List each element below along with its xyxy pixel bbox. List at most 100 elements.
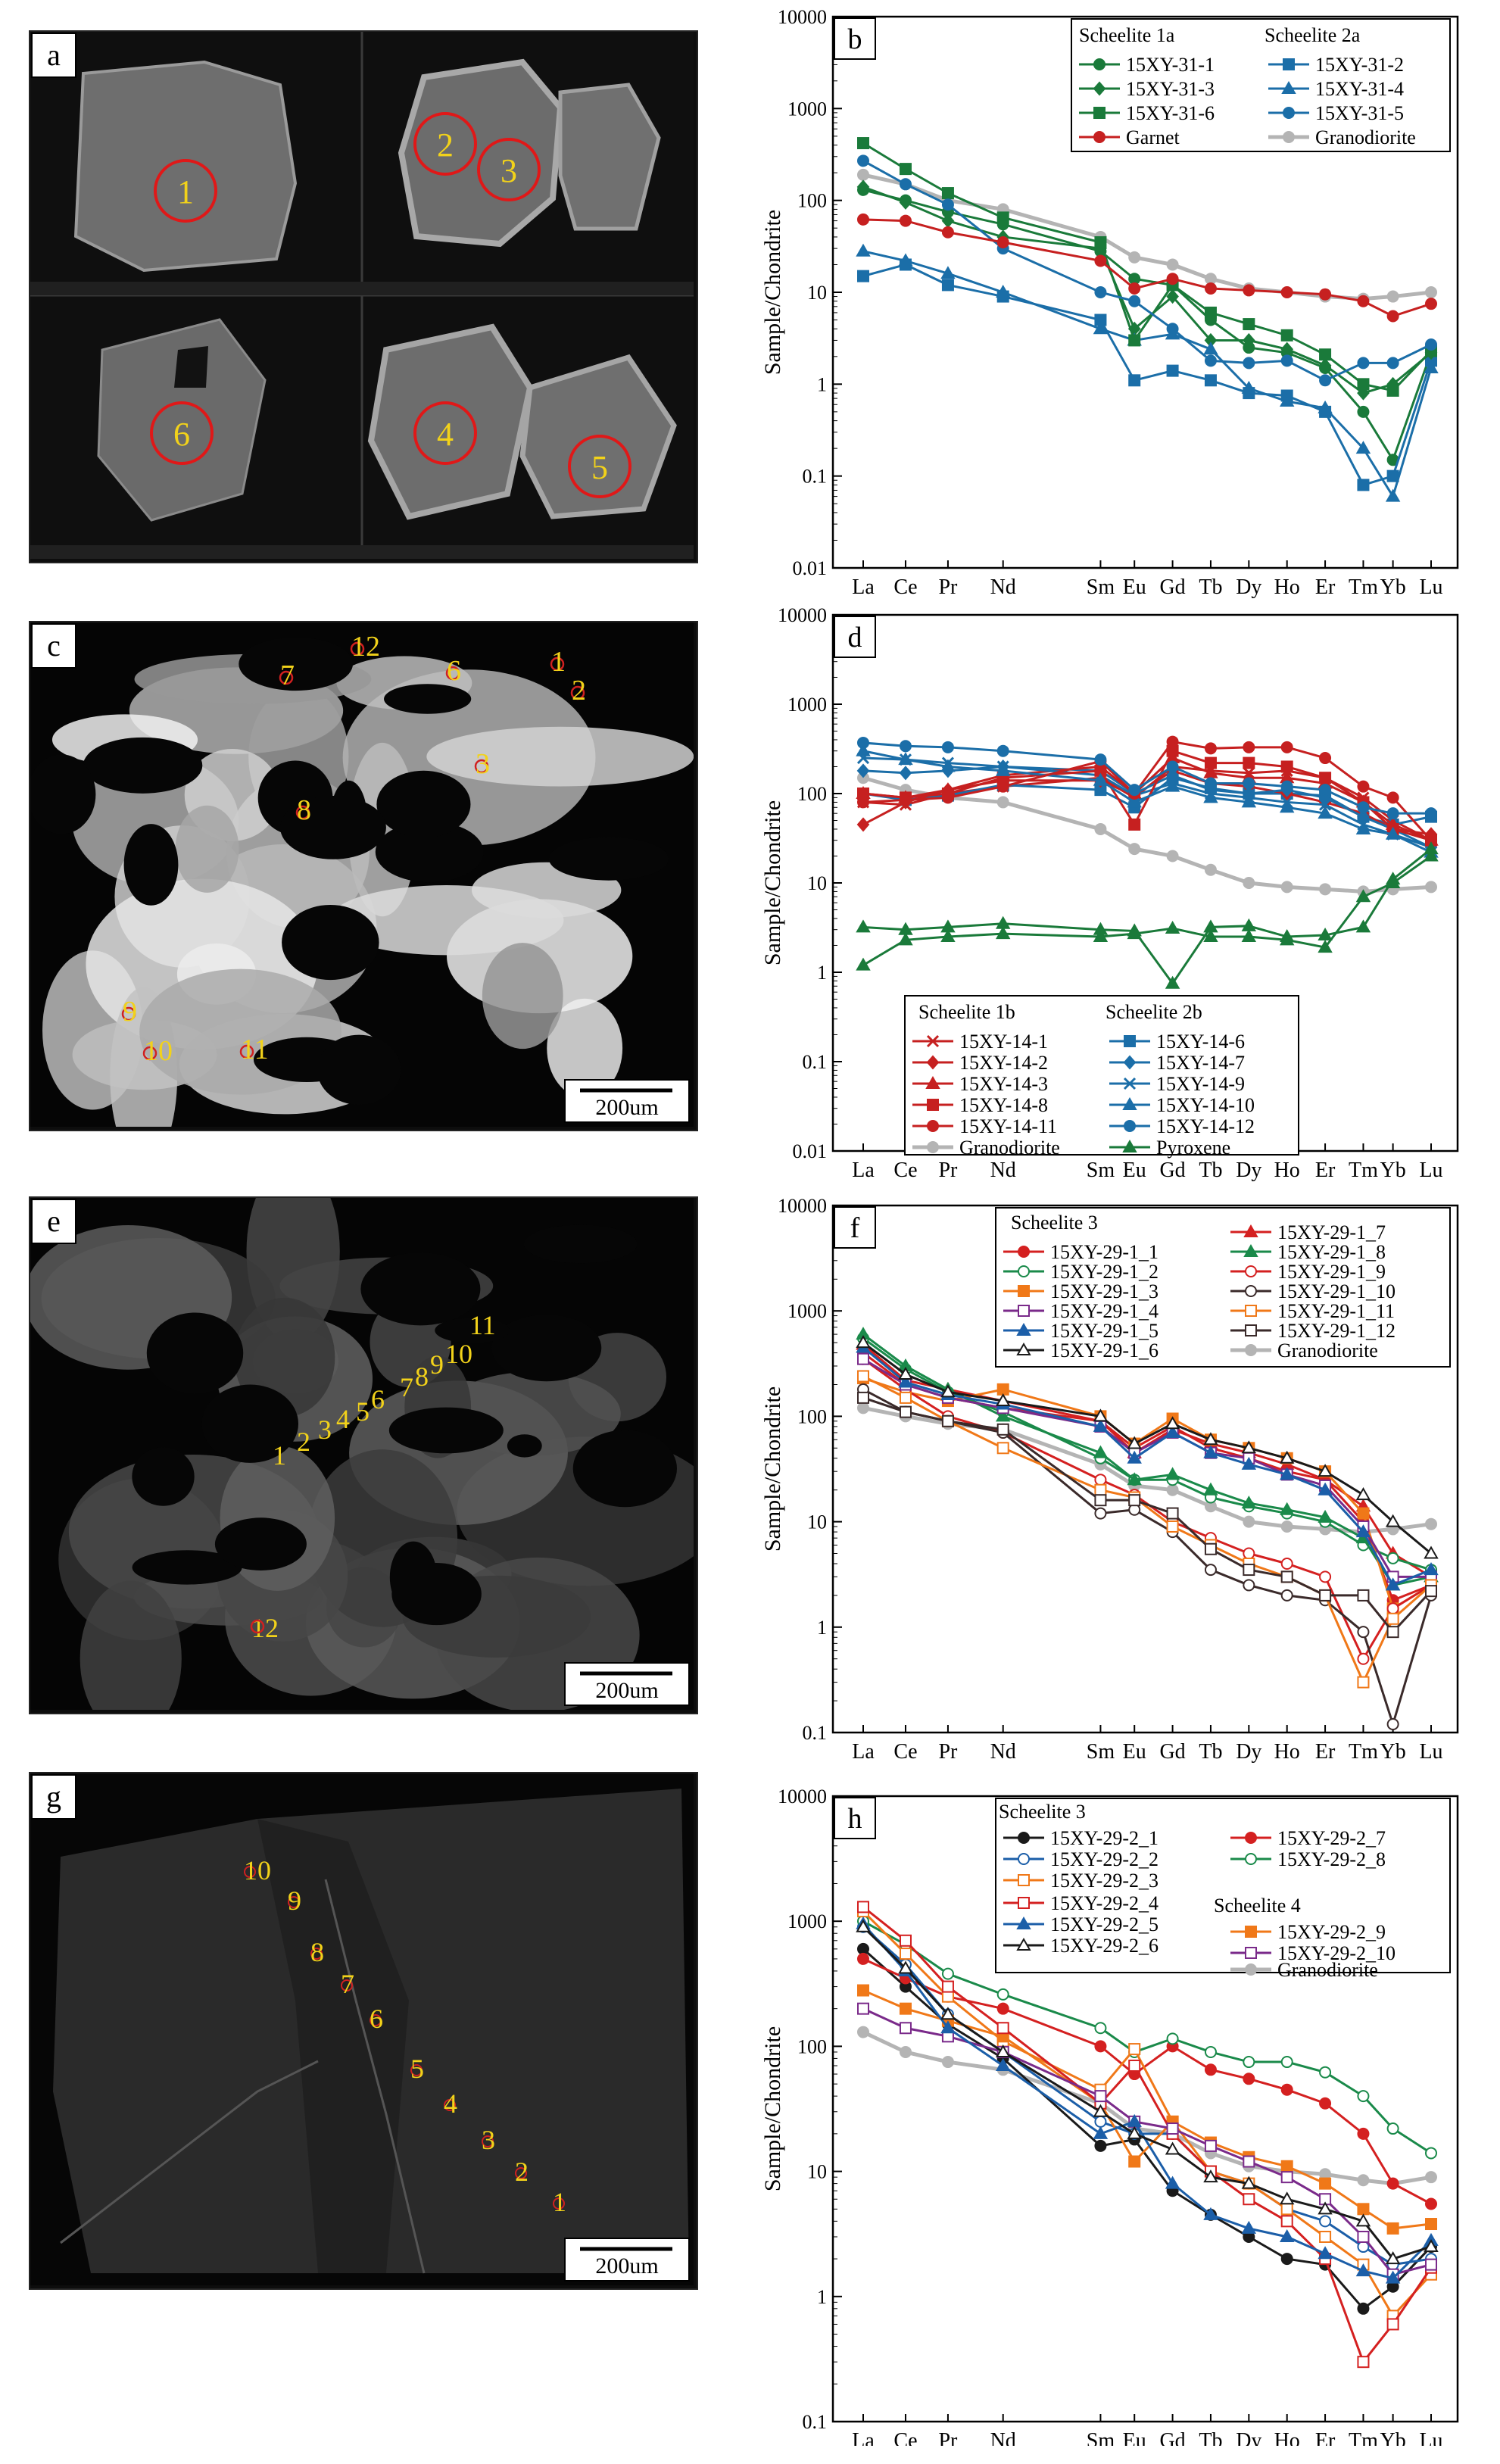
data-point bbox=[856, 763, 870, 778]
data-point-stroke bbox=[1319, 798, 1332, 811]
x-tick-label: La bbox=[852, 1740, 875, 1764]
data-point bbox=[1319, 752, 1332, 765]
scale-bar-box bbox=[564, 1662, 690, 1706]
data-point bbox=[1386, 290, 1399, 303]
spot-label: 5 bbox=[410, 2054, 424, 2084]
series-line bbox=[862, 1910, 1433, 2318]
data-point bbox=[1127, 926, 1142, 940]
data-point bbox=[1018, 1285, 1030, 1297]
plot-area-frame bbox=[831, 1204, 1459, 1734]
data-point bbox=[995, 284, 1011, 298]
data-point bbox=[857, 796, 869, 809]
dark-void bbox=[375, 821, 484, 883]
panel-letter: b bbox=[848, 23, 862, 55]
series-15xy-29-1-2 bbox=[857, 1332, 1437, 1577]
data-point bbox=[1355, 2263, 1371, 2277]
x-tick-label: Yb bbox=[1380, 575, 1406, 598]
data-point bbox=[927, 1120, 939, 1132]
data-point bbox=[1386, 1602, 1399, 1615]
data-point bbox=[898, 932, 913, 946]
spot-label: 11 bbox=[469, 1310, 496, 1340]
data-point bbox=[1166, 850, 1179, 862]
data-point bbox=[1094, 2022, 1107, 2035]
x-tick-label: Eu bbox=[1123, 1159, 1146, 1182]
legend-label: Garnet bbox=[1126, 126, 1180, 148]
data-point bbox=[1093, 81, 1106, 96]
data-point bbox=[1166, 258, 1179, 271]
data-point bbox=[941, 226, 954, 239]
data-point bbox=[899, 766, 912, 781]
data-point bbox=[941, 187, 954, 200]
legend-label: Granodiorite bbox=[1277, 1959, 1378, 1981]
data-point bbox=[1241, 1496, 1257, 1509]
analysis-spot-marker bbox=[142, 1046, 157, 1061]
spot-label: 6 bbox=[447, 655, 461, 687]
data-point bbox=[1122, 1139, 1137, 1152]
data-point bbox=[1094, 2090, 1107, 2103]
sem-info-bar bbox=[30, 282, 694, 295]
data-point bbox=[1243, 1224, 1258, 1237]
data-point bbox=[941, 791, 954, 804]
data-point bbox=[1243, 1564, 1255, 1577]
y-tick-label: 10000 bbox=[778, 1195, 827, 1217]
x-tick-label: Ho bbox=[1274, 575, 1300, 598]
data-point bbox=[927, 1141, 939, 1153]
data-point bbox=[1425, 2258, 1437, 2271]
legend-group-header: Scheelite 1b bbox=[918, 1001, 1015, 1023]
data-point bbox=[1093, 321, 1109, 335]
dark-void bbox=[201, 1384, 299, 1463]
data-point bbox=[1241, 2220, 1257, 2234]
analysis-spot-marker bbox=[445, 666, 460, 681]
data-point bbox=[1280, 1570, 1293, 1583]
data-point bbox=[927, 1099, 939, 1111]
data-point bbox=[941, 2056, 954, 2069]
data-point bbox=[996, 235, 1009, 248]
data-point bbox=[856, 743, 871, 756]
series-line bbox=[862, 186, 1432, 395]
y-tick-label: 10000 bbox=[778, 6, 827, 28]
dark-void bbox=[280, 796, 386, 859]
y-tick-label: 1000 bbox=[787, 694, 827, 716]
data-point bbox=[1357, 2090, 1370, 2103]
data-point bbox=[898, 253, 913, 267]
spot-label: 5 bbox=[591, 449, 608, 486]
data-point bbox=[1385, 2270, 1401, 2284]
analysis-spot-marker bbox=[288, 1896, 300, 1908]
legend-label: 15XY-29-2_10 bbox=[1277, 1942, 1396, 1964]
series-15xy-31-5 bbox=[857, 154, 1437, 387]
data-point bbox=[1165, 1467, 1180, 1480]
y-tick-label: 0.1 bbox=[803, 1722, 828, 1744]
data-point bbox=[899, 2045, 912, 2058]
data-point bbox=[857, 270, 869, 282]
series-line bbox=[862, 1343, 1432, 1578]
data-point bbox=[1318, 358, 1332, 373]
data-point bbox=[1128, 818, 1141, 831]
legend-box bbox=[995, 1207, 1451, 1368]
panel-letter: c bbox=[47, 628, 61, 663]
spot-label: 8 bbox=[310, 1937, 324, 1967]
x-tick-label: Eu bbox=[1123, 575, 1146, 598]
data-point bbox=[1204, 863, 1217, 876]
data-point bbox=[996, 1383, 1009, 1396]
data-point bbox=[1386, 791, 1399, 804]
spot-label: 3 bbox=[476, 748, 490, 780]
panel-letter-box bbox=[834, 616, 876, 658]
data-point bbox=[857, 213, 869, 226]
x-tick-label: Er bbox=[1315, 1159, 1336, 1182]
spot-label: 1 bbox=[553, 2187, 566, 2217]
data-point bbox=[1357, 780, 1370, 793]
data-point bbox=[1093, 1408, 1109, 1422]
data-point bbox=[1279, 2191, 1295, 2205]
data-point bbox=[1280, 286, 1293, 298]
data-point bbox=[1355, 441, 1371, 454]
analysis-spot-ring bbox=[568, 435, 631, 498]
y-tick-label: 1000 bbox=[787, 1300, 827, 1322]
data-point bbox=[1425, 2218, 1437, 2231]
data-point bbox=[857, 168, 869, 181]
data-point bbox=[899, 1934, 912, 1947]
panel-letter: d bbox=[848, 622, 862, 653]
data-point bbox=[1386, 1717, 1399, 1730]
data-point bbox=[1357, 357, 1370, 370]
data-point bbox=[1355, 1524, 1371, 1538]
x-tick-label: Ce bbox=[893, 2429, 917, 2446]
